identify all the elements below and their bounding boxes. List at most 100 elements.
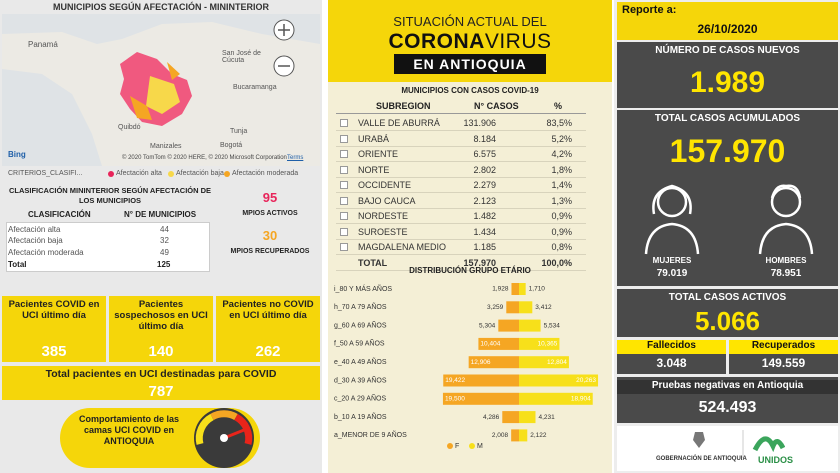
- map[interactable]: [2, 14, 320, 166]
- cases-row[interactable]: URABÁ 8.184 5,2%: [336, 132, 586, 147]
- report-box: [617, 2, 838, 40]
- expand-toggle[interactable]: [340, 150, 348, 158]
- age-bar-label: 4,231: [539, 414, 556, 421]
- cases-cell: 6.575: [473, 149, 496, 159]
- table-cell: 44: [160, 225, 169, 234]
- age-bar: [498, 319, 519, 332]
- legend-swatch: [469, 443, 475, 449]
- legend-label: Afectación alta: [116, 170, 162, 177]
- map-region-moderate: [130, 62, 180, 120]
- age-bar: [519, 356, 569, 369]
- age-bar-label: 10,365: [538, 341, 558, 348]
- legend-label: M: [477, 443, 483, 450]
- expand-toggle[interactable]: [340, 196, 348, 205]
- header-corona-bold: CORONA: [388, 30, 485, 53]
- age-group-label: c_20 A 29 AÑOS: [334, 394, 386, 403]
- woman-body: [644, 222, 700, 255]
- expand-toggle[interactable]: [340, 243, 348, 251]
- expand-toggle[interactable]: [340, 134, 348, 143]
- header-region: EN ANTIOQUIA: [394, 54, 546, 74]
- subregion-cell: NORTE: [358, 164, 390, 175]
- gender-icons: [644, 184, 814, 255]
- map-label: Panamá: [28, 40, 58, 49]
- classification-title: CLASIFICACIÓN MININTERIOR SEGÚN AFECTACI…: [8, 186, 212, 205]
- cases-row[interactable]: ORIENTE 6.575 4,2%: [336, 147, 586, 162]
- cases-row[interactable]: NORTE 2.802 1,8%: [336, 163, 586, 178]
- woman-hair: [652, 184, 692, 215]
- header-corona: CORONAVIRUS: [328, 30, 612, 54]
- uci-total-card: [2, 366, 320, 400]
- zoom-in-icon: [278, 24, 290, 36]
- men-label: HOMBRES: [765, 256, 807, 265]
- map-label: San José de Cúcuta: [222, 50, 261, 64]
- cases-row[interactable]: SUROESTE 1.434 0,9%: [336, 225, 586, 240]
- map-label: Manizales: [150, 143, 182, 150]
- new-cases-card: [617, 42, 838, 108]
- age-bar-label: 1,710: [529, 286, 546, 293]
- legend-swatch: [168, 171, 174, 177]
- age-bar-label: 5,304: [479, 322, 496, 329]
- legend-swatch: [108, 171, 114, 177]
- gauge: [194, 408, 254, 468]
- unidos-logo-text: UNIDOS: [758, 455, 794, 465]
- cases-row[interactable]: NORDESTE 1.482 0,9%: [336, 209, 586, 224]
- legend-title: CRITERIOS_CLASIFI...: [8, 170, 83, 177]
- negative-tests-label: Pruebas negativas en Antioquia: [617, 380, 838, 394]
- cases-row[interactable]: VALLE DE ABURRÁ 131.906 83,5%: [336, 116, 586, 131]
- unidos-mark: [752, 436, 785, 453]
- cases-cell: 1.482: [473, 211, 496, 221]
- expand-toggle[interactable]: [340, 227, 348, 236]
- age-pyramid: i_80 Y MÁS AÑOS 1,928 1,710 h_70 A 79 AÑOS 3…: [334, 283, 599, 450]
- cases-cell: 1.434: [473, 226, 496, 237]
- subregion-cell: ORIENTE: [358, 149, 399, 159]
- expand-toggle[interactable]: [340, 119, 348, 127]
- cases-cell: 157.970: [463, 257, 496, 268]
- deaths-label: Fallecidos: [617, 340, 726, 354]
- age-bar: [519, 392, 593, 405]
- subregion-cell: NORDESTE: [358, 211, 409, 221]
- age-bar-label: 4,286: [483, 414, 500, 421]
- cases-cell: 1.185: [473, 242, 496, 252]
- gauge-label: Comportamiento de las camas UCI COVID en…: [78, 414, 179, 446]
- subregion-cell: BAJO CAUCA: [358, 195, 416, 206]
- pyramid-title: DISTRIBUCIÓN GRUPO ETÁRIO: [409, 266, 531, 275]
- age-group-label: d_30 A 39 AÑOS: [334, 375, 387, 384]
- percent-cell: 1,3%: [551, 195, 572, 206]
- new-cases-label: NÚMERO DE CASOS NUEVOS: [655, 45, 800, 56]
- expand-toggle[interactable]: [340, 181, 348, 189]
- uci-card: [2, 296, 106, 362]
- percent-cell: 1,8%: [551, 164, 572, 175]
- age-group-label: a_MENOR DE 9 AÑOS: [334, 430, 407, 439]
- man-head: [770, 186, 802, 218]
- age-bar: [519, 374, 599, 387]
- cases-row[interactable]: BAJO CAUCA 2.123 1,3%: [336, 194, 586, 209]
- age-group-label: h_70 A 79 AÑOS: [334, 302, 387, 311]
- recovered-value: 149.559: [761, 356, 806, 370]
- cases-row[interactable]: OCCIDENTE 2.279 1,4%: [336, 178, 586, 193]
- percent-cell: 5,2%: [551, 133, 572, 144]
- cases-row[interactable]: MAGDALENA MEDIO 1.185 0,8%: [336, 240, 586, 255]
- active-cases-card: [617, 289, 838, 337]
- age-bar-label: 2,008: [492, 432, 509, 439]
- logos: [693, 430, 785, 458]
- map-terms-link[interactable]: Terms: [287, 155, 304, 161]
- uci-label: Pacientes sospechosos en UCI último día: [114, 299, 208, 332]
- cases-cell: 2.123: [473, 195, 496, 206]
- map-label: Tunja: [230, 128, 248, 135]
- map-attribution: © 2020 TomTom © 2020 HERE, © 2020 Micros…: [122, 155, 287, 161]
- uci-card: [216, 296, 320, 362]
- subregion-cell: OCCIDENTE: [358, 180, 412, 190]
- age-group-label: b_10 A 19 AÑOS: [334, 412, 387, 421]
- table-cell: 32: [160, 236, 169, 245]
- negative-tests-value: 524.493: [698, 399, 757, 416]
- total-cases-label: TOTAL CASOS ACUMULADOS: [654, 113, 801, 124]
- expand-toggle[interactable]: [340, 165, 348, 174]
- age-bar-label: 20,263: [576, 377, 596, 384]
- report-label: Reporte a:: [622, 4, 677, 16]
- cases-cell: 131.906: [463, 118, 496, 128]
- table-cell: Afectación baja: [8, 236, 63, 245]
- header-virus: VIRUS: [484, 30, 552, 53]
- women-value: 79.019: [656, 268, 688, 279]
- expand-toggle[interactable]: [340, 212, 348, 220]
